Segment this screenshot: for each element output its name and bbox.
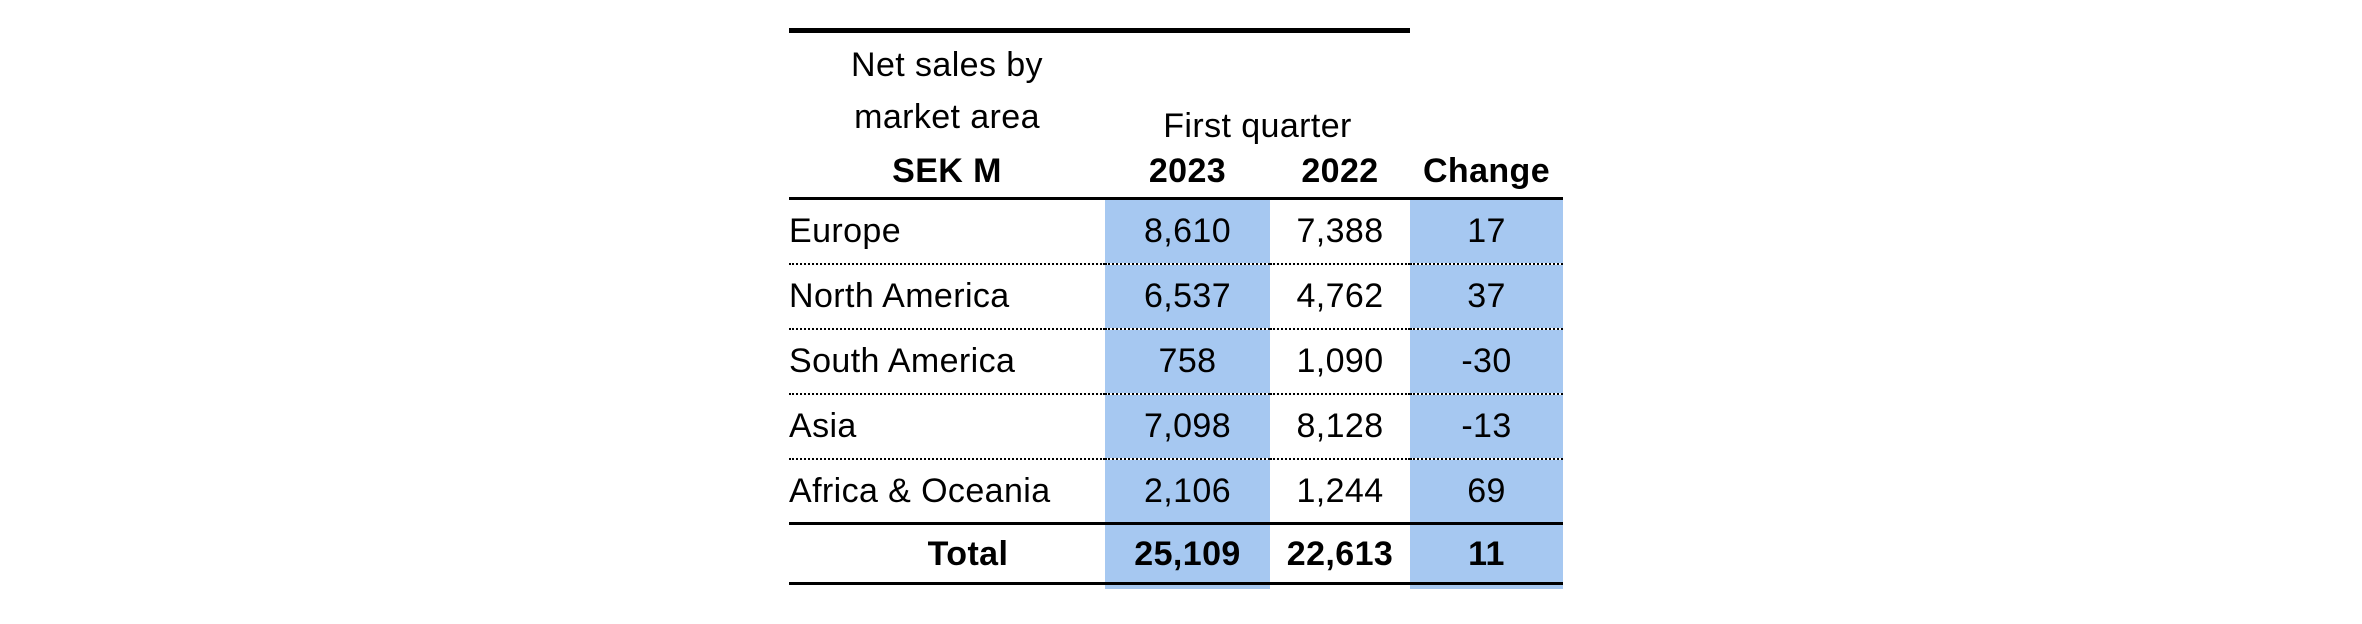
value-2022: 1,244 (1270, 458, 1410, 525)
value-change: 17 (1410, 198, 1563, 265)
value-change: -13 (1410, 393, 1563, 460)
overhang-2023 (1105, 583, 1270, 589)
total-label: Total (789, 523, 1105, 585)
net-sales-table: Net sales by market area First quarter S… (789, 28, 1563, 589)
column-header-change: Change (1410, 148, 1563, 200)
table-title-line2: market area (854, 97, 1040, 136)
unit-label: SEK M (789, 148, 1105, 200)
value-change: -30 (1410, 328, 1563, 395)
total-value-2022: 22,613 (1270, 523, 1410, 585)
column-header-row: SEK M 2023 2022 Change (789, 148, 1563, 200)
table-row-north-america: North America 6,537 4,762 37 (789, 263, 1563, 330)
value-2023: 2,106 (1105, 458, 1270, 525)
header-empty-corner (1410, 31, 1563, 149)
value-2022: 7,388 (1270, 198, 1410, 265)
value-change: 37 (1410, 263, 1563, 330)
table-row-south-america: South America 758 1,090 -30 (789, 328, 1563, 395)
table-title-row: Net sales by market area First quarter (789, 28, 1563, 149)
value-2023: 8,610 (1105, 198, 1270, 265)
column-header-2023: 2023 (1105, 148, 1270, 200)
total-value-change: 11 (1410, 523, 1563, 585)
table-title: Net sales by market area (789, 28, 1105, 149)
column-group-header: First quarter (1105, 28, 1410, 149)
column-header-2022: 2022 (1270, 148, 1410, 200)
row-label: North America (789, 263, 1105, 330)
overhang-spacer (789, 584, 1105, 589)
value-2023: 758 (1105, 328, 1270, 395)
table-row-total: Total 25,109 22,613 11 (789, 523, 1563, 585)
row-label: Europe (789, 198, 1105, 265)
value-2023: 6,537 (1105, 263, 1270, 330)
overhang-change (1410, 583, 1563, 589)
total-value-2023: 25,109 (1105, 523, 1270, 585)
highlight-overhang-row (789, 583, 1563, 589)
value-2022: 1,090 (1270, 328, 1410, 395)
table-row-africa-oceania: Africa & Oceania 2,106 1,244 69 (789, 458, 1563, 525)
value-2022: 4,762 (1270, 263, 1410, 330)
value-2022: 8,128 (1270, 393, 1410, 460)
row-label: Asia (789, 393, 1105, 460)
overhang-spacer (1270, 584, 1410, 589)
table-title-line1: Net sales by (851, 45, 1043, 84)
value-change: 69 (1410, 458, 1563, 525)
table-row-europe: Europe 8,610 7,388 17 (789, 198, 1563, 265)
table-row-asia: Asia 7,098 8,128 -13 (789, 393, 1563, 460)
row-label: Africa & Oceania (789, 458, 1105, 525)
value-2023: 7,098 (1105, 393, 1270, 460)
row-label: South America (789, 328, 1105, 395)
